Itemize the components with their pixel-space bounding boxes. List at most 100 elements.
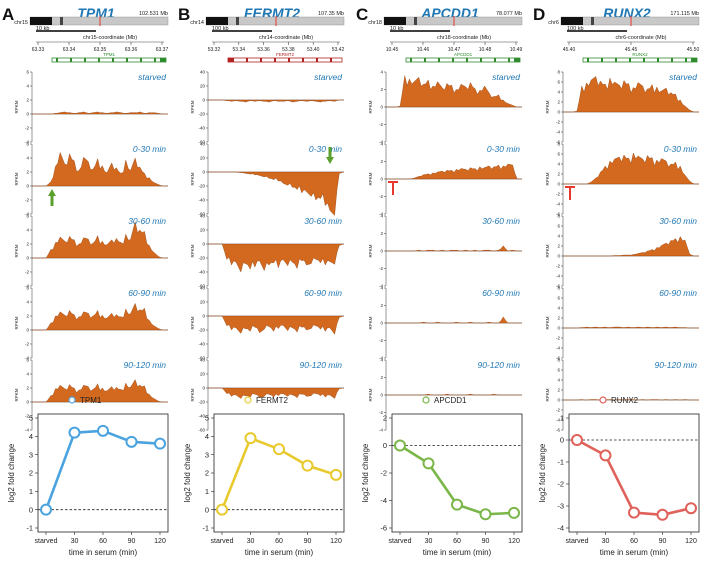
track-area — [563, 152, 699, 185]
coordinate-label: chr14-coordinate (Mb) — [259, 35, 313, 41]
track-y-tick-label: 6 — [26, 286, 29, 291]
track-y-tick-label: 4 — [26, 372, 29, 377]
coordinate-tick-label: 45.50 — [687, 47, 700, 53]
chart-y-label: log2 fold change — [183, 443, 192, 502]
track-y-tick-label: -40 — [198, 414, 205, 419]
gene-exon — [629, 58, 631, 62]
rpkm-track: 8 6 4 2 0 -2 -4 -6 RPKM 60-90 min — [545, 286, 699, 361]
track-y-tick-label: -2 — [556, 336, 560, 341]
track-y-tick-label: 4 — [26, 300, 29, 305]
ideogram-band — [206, 17, 228, 25]
track-y-tick-label: 20 — [200, 156, 206, 161]
track-y-tick-label: 4 — [557, 378, 560, 383]
chart-y-tick-label: 0 — [560, 436, 564, 445]
series-line — [576, 438, 692, 517]
coordinate-label: chr6-coordinate (Mb) — [615, 35, 666, 41]
track-y-tick-label: 4 — [380, 214, 383, 219]
rpkm-track: 8 6 4 2 0 -2 -4 -6 RPKM starved — [545, 70, 699, 145]
ideogram-band — [384, 17, 406, 25]
track-y-tick-label: -2 — [556, 408, 560, 413]
data-point — [628, 506, 640, 519]
chart-y-tick-label: 4 — [29, 432, 33, 441]
track-y-tick-label: -2 — [25, 198, 29, 203]
gene-model — [405, 57, 521, 63]
fold-change-chart: APCDD1 -6 -4 -2 0 2 starved 30 60 90 120 time in se… — [361, 396, 523, 557]
track-y-tick-label: 0 — [557, 110, 560, 115]
data-point — [125, 435, 138, 448]
ideogram-band — [591, 17, 594, 25]
rpkm-track: 8 6 4 2 0 -2 -4 -6 RPKM 30-60 min — [545, 214, 699, 289]
scale-bar-label: 10 kb — [36, 26, 49, 32]
gene-model — [51, 57, 167, 63]
data-point — [216, 503, 228, 516]
gene-exon — [330, 58, 332, 62]
track-y-label: RPKM — [190, 172, 195, 185]
gene-exon — [514, 58, 520, 62]
track-y-tick-label: 0 — [26, 112, 29, 117]
track-time-label: 30-60 min — [304, 216, 342, 226]
track-y-label: RPKM — [545, 316, 550, 329]
track-area — [386, 163, 522, 180]
data-point — [40, 503, 52, 516]
panel-letter: B — [178, 5, 190, 24]
data-point — [451, 498, 463, 511]
gene-exon — [302, 58, 304, 62]
track-time-label: starved — [669, 72, 697, 82]
track-y-tick-label: 2 — [557, 100, 560, 105]
track-y-tick-label: 0 — [380, 177, 383, 182]
track-time-label: 60-90 min — [128, 288, 166, 298]
track-y-tick-label: -40 — [198, 198, 205, 203]
track-y-tick-label: -2 — [556, 192, 560, 197]
scale-bar-label: 10 kb — [390, 26, 403, 32]
track-y-tick-label: 0 — [202, 242, 205, 247]
legend-marker — [68, 396, 76, 404]
track-y-tick-label: 4 — [26, 84, 29, 89]
gene-exon — [438, 58, 440, 62]
coordinate-tick-label: 63.35 — [94, 47, 107, 53]
gene-exon — [615, 58, 617, 62]
track-area — [208, 315, 345, 335]
scale-bar-label: 100 kb — [212, 26, 229, 32]
rpkm-track: 4 2 0 -2 -4 RPKM starved — [368, 70, 522, 145]
track-y-tick-label: -60 — [198, 140, 205, 145]
chart-y-tick-label: 1 — [29, 487, 33, 496]
track-y-tick-label: 8 — [557, 286, 560, 291]
track-y-tick-label: 2 — [380, 375, 383, 380]
chart-x-tick-label: 90 — [482, 538, 490, 545]
data-point — [301, 459, 314, 472]
chart-x-tick-label: 30 — [602, 538, 610, 545]
track-y-tick-label: 6 — [26, 214, 29, 219]
rpkm-track: 40 20 0 -20 -40 -60 RPKM 0-30 min — [190, 142, 345, 217]
panel-d: D RUNX2 chr6 171.115 Mb 100 kb chr6-coordinat… — [533, 5, 699, 557]
track-time-label: starved — [492, 72, 520, 82]
chart-x-tick-label: starved — [211, 538, 234, 545]
chart-x-tick-label: 60 — [275, 538, 283, 545]
gene-exon — [643, 58, 645, 62]
track-y-tick-label: 20 — [200, 228, 206, 233]
rpkm-track: 6 4 2 0 -2 -4 RPKM 60-90 min — [14, 286, 168, 361]
chart-x-tick-label: 90 — [659, 538, 667, 545]
track-y-tick-label: -6 — [556, 428, 560, 433]
track-y-tick-label: 4 — [380, 358, 383, 363]
track-y-label: RPKM — [14, 244, 19, 257]
track-y-label: RPKM — [545, 100, 550, 113]
track-y-tick-label: -4 — [556, 130, 560, 135]
ideogram-band — [236, 17, 239, 25]
track-y-tick-label: -4 — [25, 284, 29, 289]
track-y-label: RPKM — [14, 316, 19, 329]
track-y-label: RPKM — [14, 388, 19, 401]
track-y-tick-label: 0 — [557, 254, 560, 259]
track-y-label: RPKM — [368, 244, 373, 257]
gene-exon — [246, 58, 248, 62]
chart-y-label: log2 fold change — [7, 443, 16, 502]
chart-x-label: time in serum (min) — [69, 548, 138, 557]
track-y-tick-label: -4 — [25, 140, 29, 145]
gene-model — [582, 57, 698, 63]
track-y-tick-label: -60 — [198, 284, 205, 289]
ideogram-band — [30, 17, 52, 25]
track-time-label: 0-30 min — [487, 144, 520, 154]
track-time-label: 90-120 min — [123, 360, 166, 370]
track-y-label: RPKM — [190, 316, 195, 329]
track-area — [208, 243, 345, 273]
track-y-tick-label: -20 — [198, 184, 205, 189]
